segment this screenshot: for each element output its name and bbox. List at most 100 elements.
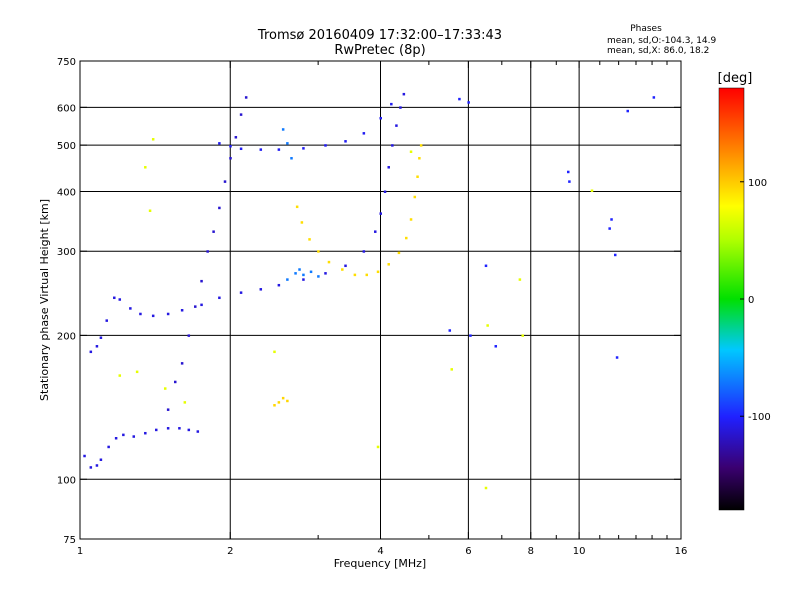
y-tick-label: 200	[57, 331, 76, 342]
data-point	[387, 166, 390, 169]
data-point	[419, 144, 423, 147]
data-point	[286, 278, 289, 281]
data-point	[450, 368, 453, 371]
data-point	[105, 319, 108, 322]
data-point	[362, 250, 366, 253]
chart-subtitle: RwPretec (8p)	[334, 43, 425, 58]
data-point	[395, 124, 398, 127]
data-point	[114, 436, 118, 440]
data-point	[290, 157, 293, 160]
data-point	[273, 350, 276, 354]
data-point	[448, 329, 452, 332]
data-point	[187, 428, 191, 432]
data-point	[390, 102, 393, 106]
data-point	[144, 431, 147, 435]
colorbar-ticks: 100 0 -100	[740, 178, 771, 423]
data-point	[129, 307, 132, 310]
data-point	[418, 157, 421, 160]
data-point	[132, 435, 136, 438]
y-tick-label: 300	[57, 247, 76, 258]
data-point	[107, 445, 110, 449]
data-point	[118, 298, 122, 301]
data-point	[166, 312, 170, 316]
data-point	[383, 190, 387, 193]
data-point	[341, 268, 344, 271]
data-point	[402, 92, 406, 96]
data-point	[615, 356, 619, 359]
data-point	[178, 427, 181, 430]
data-point	[223, 180, 227, 183]
data-point	[327, 260, 331, 264]
data-point	[148, 209, 152, 213]
data-point	[180, 309, 184, 312]
x-tick-label: 8	[528, 546, 534, 557]
data-point	[309, 270, 313, 274]
data-point	[302, 278, 305, 281]
data-points	[83, 92, 656, 490]
data-point	[397, 251, 401, 255]
data-point	[652, 96, 656, 99]
data-point	[218, 142, 221, 145]
data-point	[469, 334, 472, 337]
data-point	[196, 430, 200, 433]
data-point	[187, 334, 191, 337]
x-tick-label: 16	[675, 546, 688, 557]
data-point	[151, 314, 155, 318]
data-point	[122, 433, 125, 437]
data-point	[610, 218, 613, 221]
data-point	[608, 227, 611, 230]
data-point	[229, 157, 232, 160]
data-point	[521, 334, 524, 337]
data-point	[277, 401, 281, 404]
data-point	[486, 324, 489, 327]
data-point	[379, 212, 382, 215]
data-point	[95, 345, 99, 348]
data-point	[118, 374, 122, 377]
data-point	[286, 142, 289, 145]
data-point	[229, 145, 232, 148]
data-point	[218, 296, 221, 300]
data-point	[387, 263, 390, 266]
y-axis-label: Stationary phase Virtual Height [km]	[38, 199, 51, 401]
data-point	[89, 350, 93, 354]
data-point	[151, 138, 155, 141]
data-point	[391, 144, 394, 147]
x-tick-label: 1	[77, 546, 83, 557]
data-point	[409, 150, 413, 153]
data-point	[294, 272, 297, 275]
x-tick-label: 6	[465, 546, 471, 557]
data-point	[95, 464, 99, 467]
x-tick-label: 2	[227, 546, 233, 557]
colorbar-tick-label: -100	[748, 412, 771, 423]
colorbar	[718, 87, 745, 511]
data-point	[239, 113, 243, 116]
data-point	[568, 180, 571, 183]
data-point	[317, 250, 320, 253]
x-tick-label: 10	[573, 546, 586, 557]
plot-frame	[79, 60, 682, 540]
data-point	[135, 370, 139, 374]
data-point	[166, 408, 170, 411]
data-point	[399, 106, 402, 109]
data-point	[239, 291, 243, 294]
data-point	[308, 238, 311, 241]
data-point	[317, 275, 320, 278]
data-point	[376, 445, 380, 449]
data-point	[298, 268, 301, 271]
data-point	[365, 273, 369, 277]
data-point	[458, 97, 461, 101]
data-point	[413, 195, 417, 199]
x-axis-label: Frequency [MHz]	[334, 557, 426, 570]
data-point	[281, 396, 285, 400]
data-point	[286, 399, 289, 403]
colorbar-tick-label: 100	[748, 178, 767, 189]
chart-title: Tromsø 20160409 17:32:00–17:33:43	[257, 28, 502, 43]
data-point	[376, 270, 380, 274]
data-point	[99, 458, 103, 461]
data-point	[144, 166, 147, 169]
y-tick-label: 100	[57, 475, 76, 486]
data-point	[494, 345, 498, 348]
data-point	[259, 148, 263, 151]
data-point	[244, 96, 248, 99]
data-point	[324, 144, 327, 147]
